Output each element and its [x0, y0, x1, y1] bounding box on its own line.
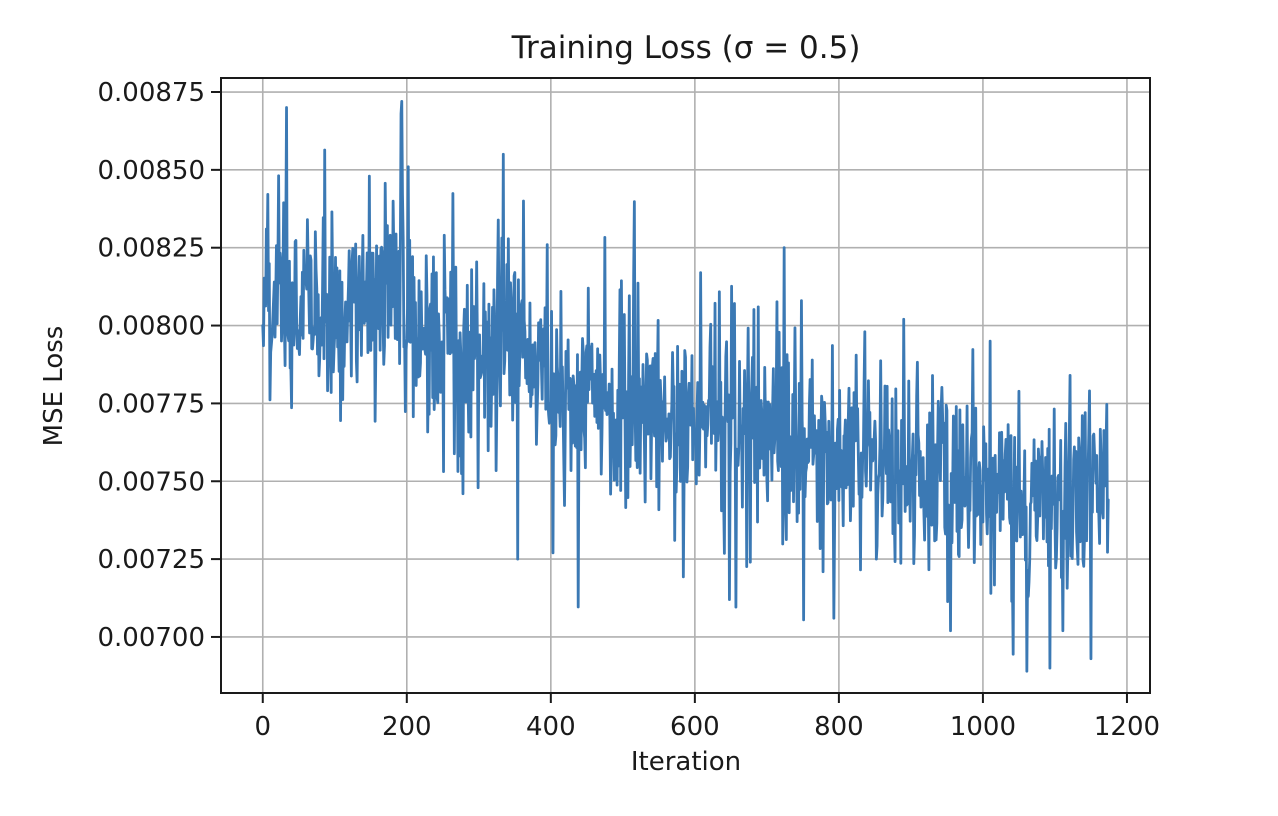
- y-tick-label: 0.00775: [97, 389, 205, 419]
- y-tick-label: 0.00875: [97, 78, 205, 108]
- x-tick-label: 800: [814, 712, 864, 742]
- y-axis-label: MSE Loss: [39, 326, 69, 447]
- x-tick-label: 1200: [1094, 712, 1160, 742]
- x-tick-label: 0: [254, 712, 271, 742]
- y-tick-label: 0.00825: [97, 234, 205, 264]
- y-tick-label: 0.00700: [97, 623, 205, 653]
- y-tick-label: 0.00725: [97, 545, 205, 575]
- y-tick-label: 0.00800: [97, 312, 205, 342]
- y-tick-label: 0.00750: [97, 467, 205, 497]
- axes-box: [220, 77, 1151, 694]
- y-tick-labels: 0.00700 0.00725 0.00750 0.00775 0.00800 0.008…: [97, 78, 205, 653]
- loss-curve-line: [261, 99, 1110, 673]
- x-tick-label: 200: [382, 712, 432, 742]
- y-tick-label: 0.00850: [97, 156, 205, 186]
- x-axis-label: Iteration: [631, 747, 741, 777]
- tick-marks: [211, 91, 1128, 703]
- x-tick-label: 400: [526, 712, 576, 742]
- x-tick-label: 1000: [950, 712, 1016, 742]
- chart-title: Training Loss (σ = 0.5): [511, 30, 861, 66]
- x-tick-label: 600: [670, 712, 720, 742]
- x-tick-labels: 0 200 400 600 800 1000 1200: [254, 712, 1160, 742]
